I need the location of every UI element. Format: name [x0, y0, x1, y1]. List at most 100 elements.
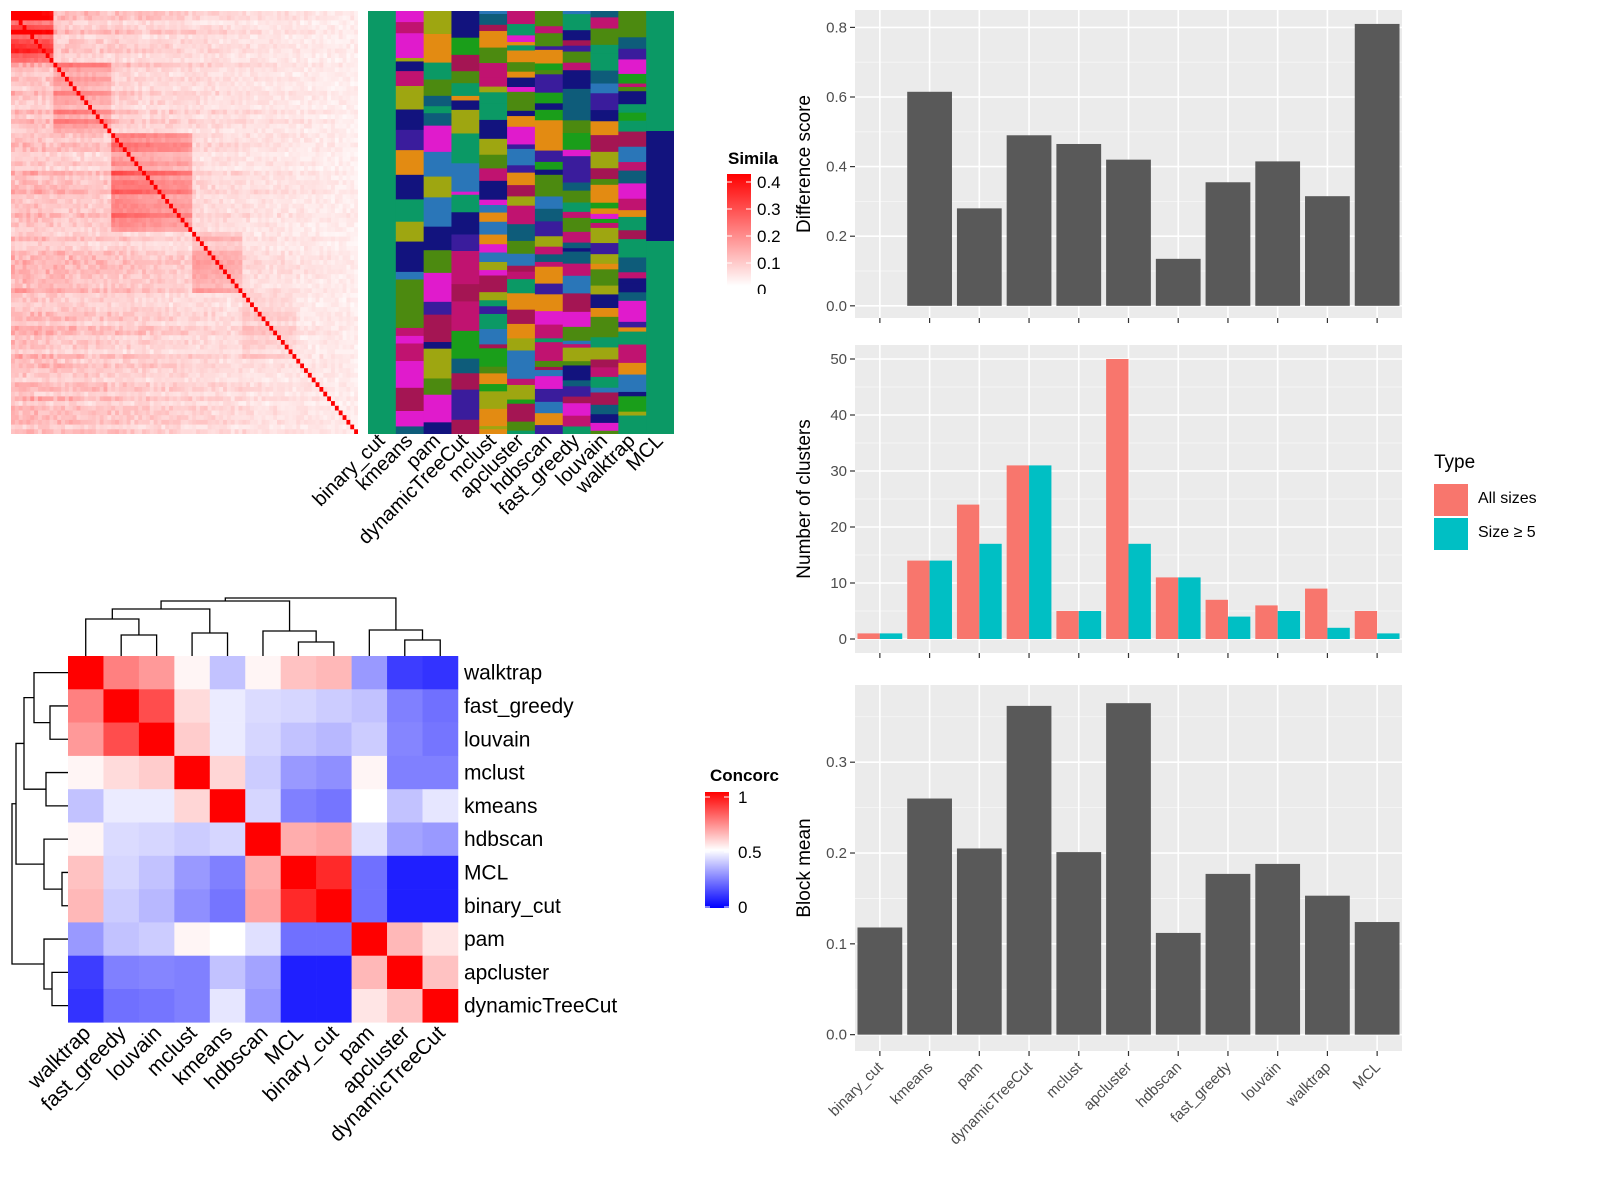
- concordance-column-dendrogram: [85, 597, 441, 656]
- concordance-legend-tick: 0: [738, 898, 747, 917]
- y-tick-label: 0.2: [826, 228, 847, 245]
- type-legend-label-all: All sizes: [1478, 490, 1537, 507]
- bar: [979, 543, 1002, 639]
- type-legend-label-size5: Size ≥ 5: [1478, 524, 1536, 541]
- bar: [907, 560, 930, 639]
- bar: [1354, 922, 1400, 1035]
- concordance-row-label: mclust: [464, 762, 525, 785]
- bar: [1205, 599, 1228, 639]
- concordance-row-label: binary_cut: [464, 895, 561, 918]
- concordance-row-label: pam: [464, 928, 505, 951]
- concordance-row-label: fast_greedy: [464, 695, 574, 718]
- y-axis-title: Number of clusters: [794, 419, 815, 578]
- type-legend-title: Type: [1434, 452, 1476, 473]
- bar: [1155, 932, 1201, 1035]
- y-tick-label: 0.4: [826, 159, 847, 176]
- concordance-legend: 10.50: [705, 790, 762, 917]
- bar: [1205, 182, 1251, 306]
- y-axis-title: Block mean: [794, 818, 815, 917]
- concordance-row-label: louvain: [464, 728, 531, 751]
- y-tick-label: 0.0: [826, 1027, 847, 1044]
- x-tick-label: mclust: [1043, 1058, 1086, 1101]
- number-of-clusters-chart: 0 10 20 30 40 50 Number of clusters: [794, 345, 1402, 658]
- bar: [1327, 627, 1350, 639]
- concordance-legend-tick: 0.5: [738, 843, 762, 862]
- y-tick-label: 50: [830, 351, 847, 368]
- bar: [1056, 852, 1102, 1035]
- bar: [1106, 703, 1151, 1035]
- difference-score-chart: 0.0 0.2 0.4 0.6 0.8 Difference score: [794, 10, 1402, 323]
- y-tick-label: 0.3: [826, 754, 847, 771]
- cluster-assignment-labels: binary_cutkmeanspamdynamicTreeCutmclusta…: [309, 430, 668, 549]
- x-tick-label: apcluster: [1080, 1059, 1135, 1114]
- assignment-cells: [368, 11, 674, 434]
- bar: [1255, 605, 1278, 639]
- bar: [1255, 161, 1301, 306]
- bar: [1006, 705, 1052, 1035]
- bar: [1354, 23, 1400, 306]
- type-legend-swatch-size5: [1434, 518, 1468, 550]
- bar: [1029, 465, 1052, 639]
- bar: [1128, 543, 1151, 639]
- y-tick-label: 0: [839, 631, 847, 648]
- bar: [956, 504, 980, 639]
- y-tick-label: 0.8: [826, 19, 847, 36]
- bar: [907, 91, 952, 306]
- y-tick-label: 0.1: [826, 936, 847, 953]
- cluster-assignment-heatmap: [368, 11, 674, 434]
- bar: [1377, 633, 1400, 639]
- x-tick-label: louvain: [1239, 1059, 1285, 1105]
- concordance-row-label: hdbscan: [464, 828, 543, 851]
- bar: [907, 798, 952, 1035]
- bar: [1205, 873, 1251, 1035]
- bar: [857, 927, 903, 1035]
- bar: [1006, 465, 1030, 639]
- similarity-cells: [11, 11, 358, 434]
- y-tick-label: 10: [830, 575, 847, 592]
- bar: [1106, 159, 1151, 306]
- bar: [1277, 611, 1301, 639]
- bar: [1078, 611, 1102, 639]
- bar: [929, 560, 952, 639]
- x-tick-label: MCL: [1350, 1059, 1384, 1093]
- concordance-cells: [68, 656, 459, 1023]
- bar: [1056, 143, 1102, 306]
- x-tick-label: walktrap: [1282, 1059, 1334, 1111]
- x-tick-label: pam: [953, 1059, 986, 1092]
- y-tick-label: 30: [830, 463, 847, 480]
- bar: [1305, 895, 1350, 1035]
- bar: [1305, 196, 1350, 306]
- bar: [1255, 863, 1301, 1035]
- y-tick-label: 40: [830, 407, 847, 424]
- similarity-legend: 0.4 0.3 0.2 0.1 0: [727, 174, 781, 294]
- similarity-legend-tick: 0.1: [757, 254, 781, 273]
- similarity-legend-tick: 0.2: [757, 227, 781, 246]
- y-tick-label: 20: [830, 519, 847, 536]
- concordance-row-label: apcluster: [464, 961, 549, 984]
- bar: [1227, 616, 1251, 639]
- bar: [956, 848, 1002, 1035]
- x-tick-label: kmeans: [887, 1059, 936, 1108]
- similarity-legend-tick: 0.4: [757, 174, 781, 192]
- y-tick-label: 0.6: [826, 89, 847, 106]
- bar: [1155, 577, 1179, 639]
- bar: [857, 633, 880, 639]
- similarity-legend-tick: 0: [757, 281, 766, 294]
- bar: [1305, 588, 1328, 639]
- concordance-row-label: walktrap: [463, 662, 542, 685]
- similarity-legend-tick: 0.3: [757, 200, 781, 219]
- concordance-legend-bar: [705, 792, 729, 908]
- block-mean-chart: 0.0 0.1 0.2 0.3 Block mean binary_cut kmeans pa…: [794, 685, 1402, 1148]
- bar: [1006, 135, 1052, 306]
- bar: [1155, 258, 1201, 306]
- concordance-legend-title: Concorc: [710, 766, 779, 785]
- concordance-row-dendrogram: [11, 672, 68, 1007]
- bar: [879, 633, 903, 639]
- x-tick-label: binary_cut: [826, 1058, 888, 1120]
- bar: [1106, 359, 1129, 639]
- y-axis-title: Difference score: [794, 95, 815, 233]
- y-tick-label: 0.0: [826, 298, 847, 315]
- y-tick-label: 0.2: [826, 845, 847, 862]
- bar: [1056, 611, 1079, 639]
